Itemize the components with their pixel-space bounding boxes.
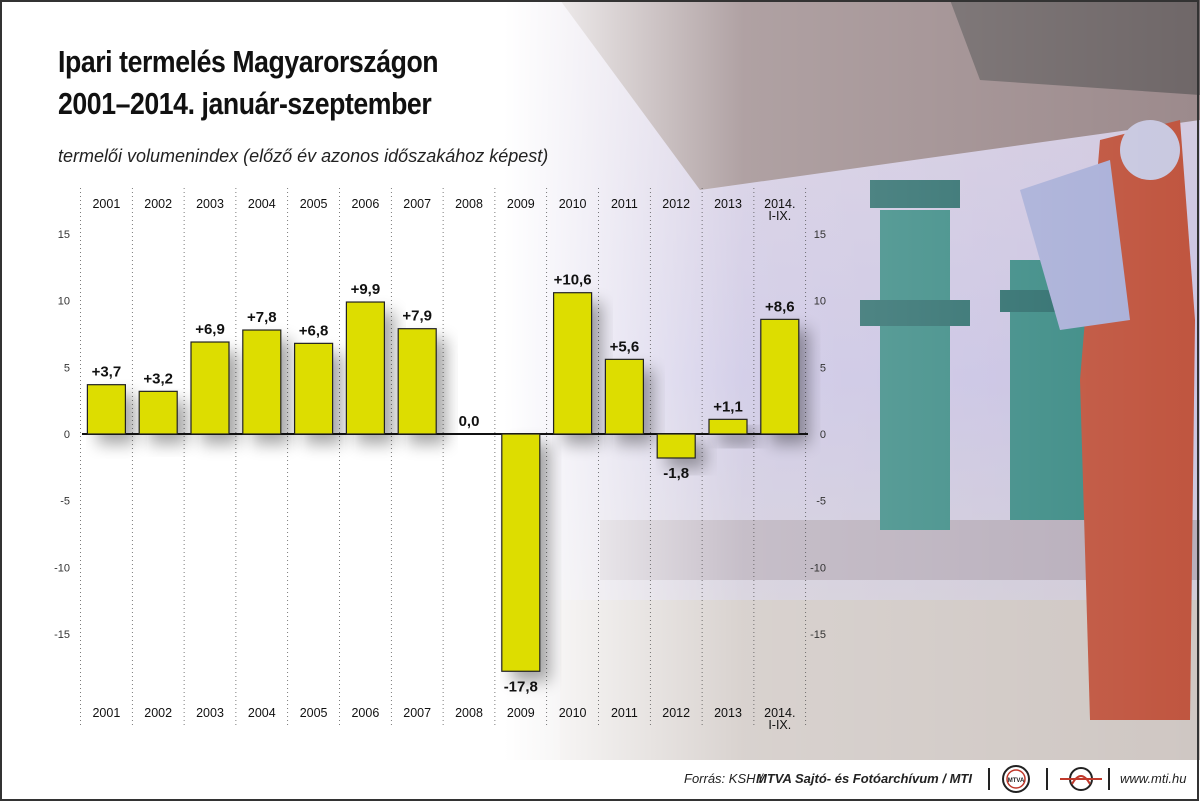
category-label: 2013 [714,197,742,211]
bar-2002 [138,390,178,435]
category-label: 2011 [611,197,638,211]
y-tick-label: 10 [58,296,70,308]
footer-separator [1108,768,1110,790]
website-link[interactable]: www.mti.hu [1120,771,1187,786]
data-label: +7,8 [247,309,277,326]
bar-2011 [604,358,645,435]
category-label: 2014. [764,706,795,720]
y-tick-label: -10 [54,562,70,574]
category-labels-bottom: 2001 2002 2003 2004 2005 2006 2007 2008 2009 2010… [92,706,795,732]
category-label: 2010 [559,197,587,211]
footer: Forrás: KSH / MTVA Sajtó- és Fotóarchívu… [0,762,1200,796]
data-labels: +3,7 +3,2 +6,9 +7,8 +6,8 +9,9 +7,9 0,0 -17,8 +10,… [92,272,795,696]
bar-2009 [501,433,541,672]
y-tick-label: 5 [64,362,70,374]
category-label: 2008 [455,197,483,211]
bar-2005 [294,342,334,435]
category-label: I-IX. [768,209,791,223]
footer-separator [1046,768,1048,790]
bar-2014. [760,318,800,435]
mti-logo-icon [1060,767,1102,791]
y-tick-label: -15 [810,629,826,641]
source-label: Forrás: KSH / [684,771,763,786]
category-label: 2005 [300,706,328,720]
category-label: 2006 [351,706,379,720]
category-label: 2010 [559,706,587,720]
y-tick-label: -5 [60,496,70,508]
y-tick-label: -10 [810,562,826,574]
data-label: +9,9 [351,281,381,298]
bar-2013 [708,418,748,435]
chart-subtitle: termelői volumenindex (előző év azonos i… [58,146,549,166]
mtva-logo-text: MTVA [1008,778,1025,784]
category-label: 2012 [662,197,690,211]
y-axis-right: 15 10 5 0 -5 -10 -15 [810,229,826,641]
y-tick-label: -15 [54,629,70,641]
y-tick-label: 15 [58,229,70,241]
category-label: 2007 [403,197,431,211]
category-labels-top: 2001 2002 2003 2004 2005 2006 2007 2008 2009 2010… [92,197,795,223]
category-label: 2014. [764,197,795,211]
category-label: 2013 [714,706,742,720]
bar-2004 [242,329,282,435]
category-label: 2012 [662,706,690,720]
data-label: +6,8 [299,322,329,339]
y-tick-label: 15 [814,229,826,241]
data-label: -1,8 [663,465,689,482]
data-label: +6,9 [195,321,225,338]
footer-separator [988,768,990,790]
data-label: +10,6 [554,272,592,289]
bar-2007 [397,328,437,435]
y-tick-label: 0 [64,429,70,441]
bar-2006 [345,301,385,435]
bar-2001 [86,384,127,435]
category-label: 2007 [403,706,431,720]
y-axis-left: 15 10 5 0 -5 -10 -15 [54,229,70,641]
data-label: +5,6 [610,338,640,355]
category-label: 2004 [248,197,276,211]
category-label: 2001 [92,197,120,211]
category-label: 2002 [144,706,172,720]
data-label: +8,6 [765,298,795,315]
data-label: +1,1 [713,398,743,415]
mtva-logo-icon: MTVA [1002,765,1030,793]
data-label: 0,0 [459,413,480,430]
chart-title-line1: Ipari termelés Magyarországon [58,44,439,79]
data-label: +7,9 [402,308,432,325]
bar-2010 [552,292,593,435]
chart-title-line2: 2001–2014. január-szeptember [58,86,432,121]
data-label: +3,2 [143,370,173,387]
y-tick-label: 5 [820,362,826,374]
category-label: 2001 [92,706,120,720]
y-tick-label: 0 [820,429,826,441]
data-label: -17,8 [504,678,538,695]
y-tick-label: 10 [814,296,826,308]
category-label: 2011 [611,706,638,720]
category-label: 2009 [507,706,535,720]
category-label: 2005 [300,197,328,211]
bars [86,292,800,672]
bar-2003 [190,341,230,435]
category-label: 2003 [196,197,224,211]
category-label: 2008 [455,706,483,720]
category-label: 2009 [507,197,535,211]
data-label: +3,7 [92,364,122,381]
category-label: 2002 [144,197,172,211]
y-tick-label: -5 [816,496,826,508]
category-label: 2003 [196,706,224,720]
bar-2012 [656,433,696,459]
category-label: 2004 [248,706,276,720]
source-organization: MTVA Sajtó- és Fotóarchívum / MTI [756,771,972,786]
category-label: I-IX. [768,718,791,732]
category-label: 2006 [351,197,379,211]
